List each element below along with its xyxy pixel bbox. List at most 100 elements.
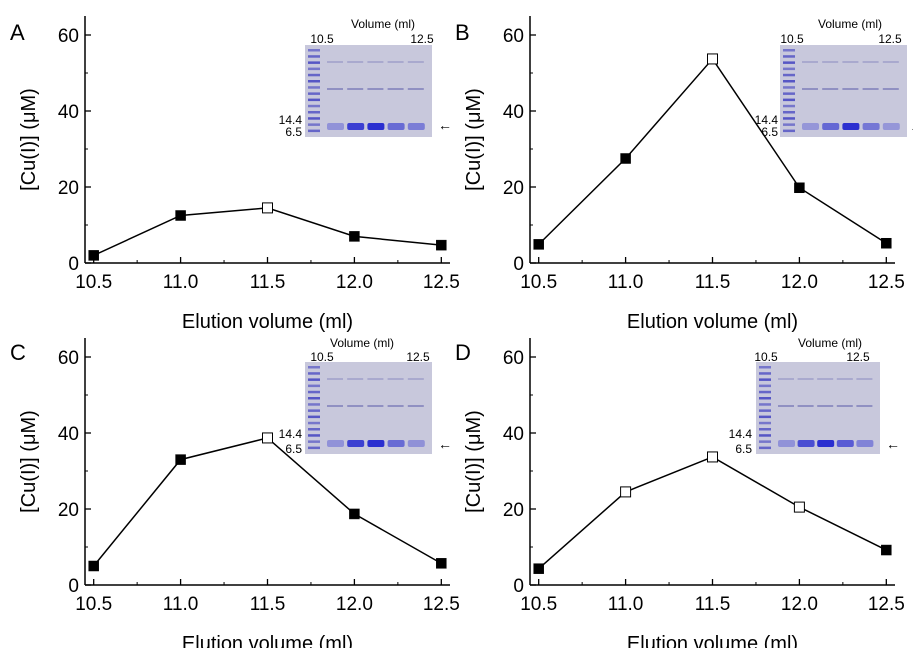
panel-c: C 0 20 40 60 10.5 11.0 11.5 12.0 12.5 Elution volu… xyxy=(10,336,460,648)
gel-faint-band xyxy=(778,405,794,407)
inset-marker-label: 6.5 xyxy=(285,125,302,139)
panel-label: D xyxy=(455,340,471,365)
gel-image xyxy=(780,45,907,137)
gel-ladder-band xyxy=(308,434,320,437)
gel-faint-band xyxy=(882,61,899,63)
data-point xyxy=(349,508,360,520)
gel-faint-band xyxy=(778,378,794,380)
gel-ladder-band xyxy=(308,98,320,102)
gel-ladder-band xyxy=(783,55,795,58)
gel-ladder-band xyxy=(308,378,320,381)
gel-ladder-band xyxy=(759,397,771,400)
inset-marker-label: 6.5 xyxy=(761,125,778,139)
gel-protein-band xyxy=(817,440,835,447)
data-point xyxy=(533,239,544,250)
gel-ladder-band xyxy=(308,80,320,83)
inset-marker-label: 14.4 xyxy=(755,113,779,127)
gel-faint-band xyxy=(407,405,424,407)
gel-protein-band xyxy=(347,440,365,447)
gel-faint-band xyxy=(802,88,818,90)
inset-title: Volume (ml) xyxy=(818,17,882,31)
inset-x-start: 10.5 xyxy=(754,350,778,364)
gel-faint-band xyxy=(817,405,834,407)
gel-ladder-band xyxy=(759,434,771,437)
series-line xyxy=(93,437,442,567)
data-point xyxy=(349,231,360,242)
x-tick-label: 12.5 xyxy=(868,272,905,293)
gel-ladder-band xyxy=(308,446,320,450)
gel-ladder-band xyxy=(308,123,320,126)
panel-label: A xyxy=(10,20,25,45)
y-axis-title: [Cu(I)] (μM) xyxy=(463,410,485,513)
gel-ladder-band xyxy=(759,409,771,412)
gel-protein-band xyxy=(387,440,405,447)
gel-protein-band xyxy=(407,123,425,130)
gel-protein-band xyxy=(327,440,344,447)
gel-ladder-band xyxy=(308,104,320,108)
x-tick-label: 11.5 xyxy=(250,272,286,293)
data-point xyxy=(707,451,718,463)
gel-ladder-band xyxy=(308,61,320,64)
gel-ladder-band xyxy=(783,61,795,64)
inset-x-end: 12.5 xyxy=(878,32,902,46)
x-tick-label: 12.0 xyxy=(781,272,818,293)
gel-protein-band xyxy=(856,440,874,447)
gel-ladder-band xyxy=(783,86,795,89)
gel-ladder-band xyxy=(783,80,795,83)
x-tick-label: 11.0 xyxy=(608,272,644,293)
data-point xyxy=(793,501,805,513)
data-point xyxy=(88,560,99,572)
y-tick-label: 0 xyxy=(513,254,524,275)
gel-ladder-band xyxy=(308,129,320,133)
data-point xyxy=(436,239,447,251)
gel-faint-band xyxy=(327,88,343,90)
y-tick-label: 20 xyxy=(503,500,524,521)
gel-protein-band xyxy=(836,440,854,447)
x-tick-label: 12.0 xyxy=(336,272,373,293)
gel-faint-band xyxy=(327,405,343,407)
gel-faint-band xyxy=(836,378,853,380)
gel-ladder-band xyxy=(759,366,771,369)
gel-protein-band xyxy=(822,123,840,130)
gel-ladder-band xyxy=(783,92,795,95)
gel-faint-band xyxy=(367,378,384,380)
gel-ladder-band xyxy=(308,49,320,52)
gel-ladder-band xyxy=(783,129,795,133)
gel-faint-band xyxy=(407,61,424,63)
gel-ladder-band xyxy=(308,366,320,369)
y-tick-label: 0 xyxy=(68,254,79,275)
gel-faint-band xyxy=(387,88,404,90)
x-tick-label: 10.5 xyxy=(520,272,557,293)
y-tick-label: 20 xyxy=(503,178,524,199)
gel-protein-band xyxy=(802,123,819,130)
y-tick-label: 0 xyxy=(68,576,79,597)
gel-ladder-band xyxy=(308,440,320,443)
gel-faint-band xyxy=(407,378,424,380)
data-point xyxy=(881,544,892,556)
gel-protein-band xyxy=(367,123,385,130)
gel-faint-band xyxy=(797,378,814,380)
gel-faint-band xyxy=(387,405,404,407)
y-tick-label: 0 xyxy=(513,576,524,597)
gel-faint-band xyxy=(836,405,853,407)
y-tick-label: 40 xyxy=(58,424,79,445)
gel-ladder-band xyxy=(308,372,320,375)
y-axis-title: [Cu(I)] (μM) xyxy=(18,88,40,191)
x-tick-label: 11.0 xyxy=(163,594,199,615)
inset-x-end: 12.5 xyxy=(846,350,870,364)
gel-faint-band xyxy=(862,88,879,90)
x-axis-title: Elution volume (ml) xyxy=(182,311,353,333)
gel-ladder-band xyxy=(308,403,320,406)
gel-ladder-band xyxy=(759,384,771,388)
inset-arrow: ← xyxy=(438,436,452,452)
data-point xyxy=(262,202,273,214)
gel-ladder-band xyxy=(783,104,795,108)
panel-a: A 0 20 40 60 10.5 11.0 11.5 12.0 12.5 Elution volu… xyxy=(10,16,460,333)
gel-ladder-band xyxy=(308,117,320,120)
panel-d: D 0 20 40 60 10.5 11.0 11.5 12.0 12.5 Elution volu… xyxy=(455,336,905,648)
x-tick-label: 10.5 xyxy=(75,594,112,615)
inset-x-start: 10.5 xyxy=(310,350,334,364)
y-axis-title: [Cu(I)] (μM) xyxy=(463,88,485,191)
gel-faint-band xyxy=(856,405,873,407)
y-tick-label: 60 xyxy=(503,26,524,47)
